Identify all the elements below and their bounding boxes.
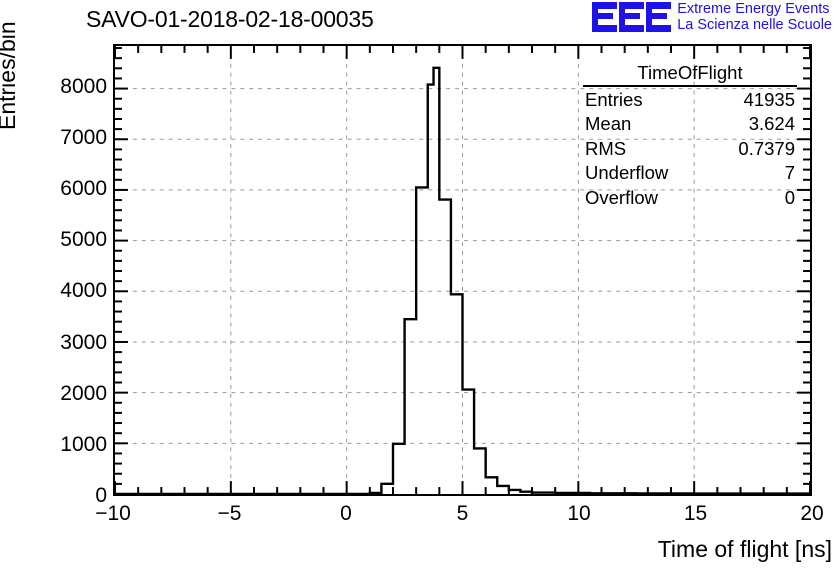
- stats-value: 3.624: [748, 113, 795, 135]
- eee-logo-text: Extreme Energy Events La Scienza nelle S…: [677, 1, 832, 33]
- x-tick-label: 5: [456, 502, 469, 525]
- x-axis-tick-labels: −10 −5 0 5 10 15 20: [0, 502, 836, 532]
- y-tick-label: 4000: [60, 279, 107, 303]
- histogram-curve: [115, 66, 812, 496]
- stats-row: Mean 3.624: [583, 112, 797, 136]
- logo-line-1: Extreme Energy Events: [677, 1, 830, 17]
- x-tick-label: 10: [567, 502, 591, 525]
- stats-key: Entries: [585, 89, 643, 110]
- y-tick-label: 2000: [60, 381, 107, 405]
- stats-value: 0: [784, 186, 795, 208]
- stats-row: Overflow 0: [583, 186, 797, 210]
- y-tick-label: 5000: [60, 228, 107, 252]
- axis-ticks: [114, 46, 811, 495]
- page-title: SAVO-01-2018-02-18-00035: [86, 6, 374, 32]
- x-tick-label: −10: [95, 502, 131, 525]
- letter-e-icon: [592, 2, 618, 33]
- x-tick-label: 15: [683, 502, 708, 525]
- logo-line-2: La Scienza nelle Scuole: [677, 17, 832, 34]
- y-tick-label: 0: [95, 484, 107, 507]
- stats-row: RMS 0.7379: [583, 137, 797, 161]
- letter-e-icon: [646, 2, 672, 33]
- stats-key: Underflow: [585, 162, 669, 184]
- eee-logo-mark: [592, 2, 672, 33]
- stats-value: 7: [784, 162, 795, 184]
- plot-frame: [113, 44, 812, 496]
- stats-row: Entries 41935: [583, 88, 797, 112]
- letter-e-icon: [619, 2, 645, 33]
- x-tick-label: 0: [340, 502, 352, 525]
- stats-key: Mean: [585, 113, 632, 135]
- stats-rows: Entries 41935 Mean 3.624 RMS 0.7379 Underflow 7…: [583, 88, 797, 210]
- stats-value: 0.7379: [738, 137, 795, 159]
- stats-key: RMS: [585, 137, 627, 159]
- y-tick-label: 8000: [60, 74, 107, 98]
- statistics-box: TimeOfFlight Entries 41935 Mean 3.624 RMS 0.7…: [583, 62, 797, 210]
- eee-logo: Extreme Energy Events La Scienza nelle S…: [592, 1, 832, 33]
- y-tick-label: 1000: [60, 432, 107, 456]
- x-tick-label: 20: [800, 502, 824, 525]
- y-tick-label: 6000: [60, 177, 107, 201]
- stats-title: TimeOfFlight: [583, 62, 797, 87]
- x-tick-label: −5: [217, 502, 242, 525]
- stats-key: Overflow: [585, 186, 658, 208]
- x-axis-title: Time of flight [ns]: [657, 536, 832, 562]
- y-tick-label: 3000: [60, 330, 107, 354]
- stats-value: 41935: [743, 89, 795, 110]
- y-tick-label: 7000: [60, 126, 107, 150]
- grid-lines: [115, 46, 810, 494]
- stats-row: Underflow 7: [583, 161, 797, 185]
- y-axis-tick-labels: 0 1000 2000 3000 4000 5000 6000 7000 8000: [0, 0, 107, 572]
